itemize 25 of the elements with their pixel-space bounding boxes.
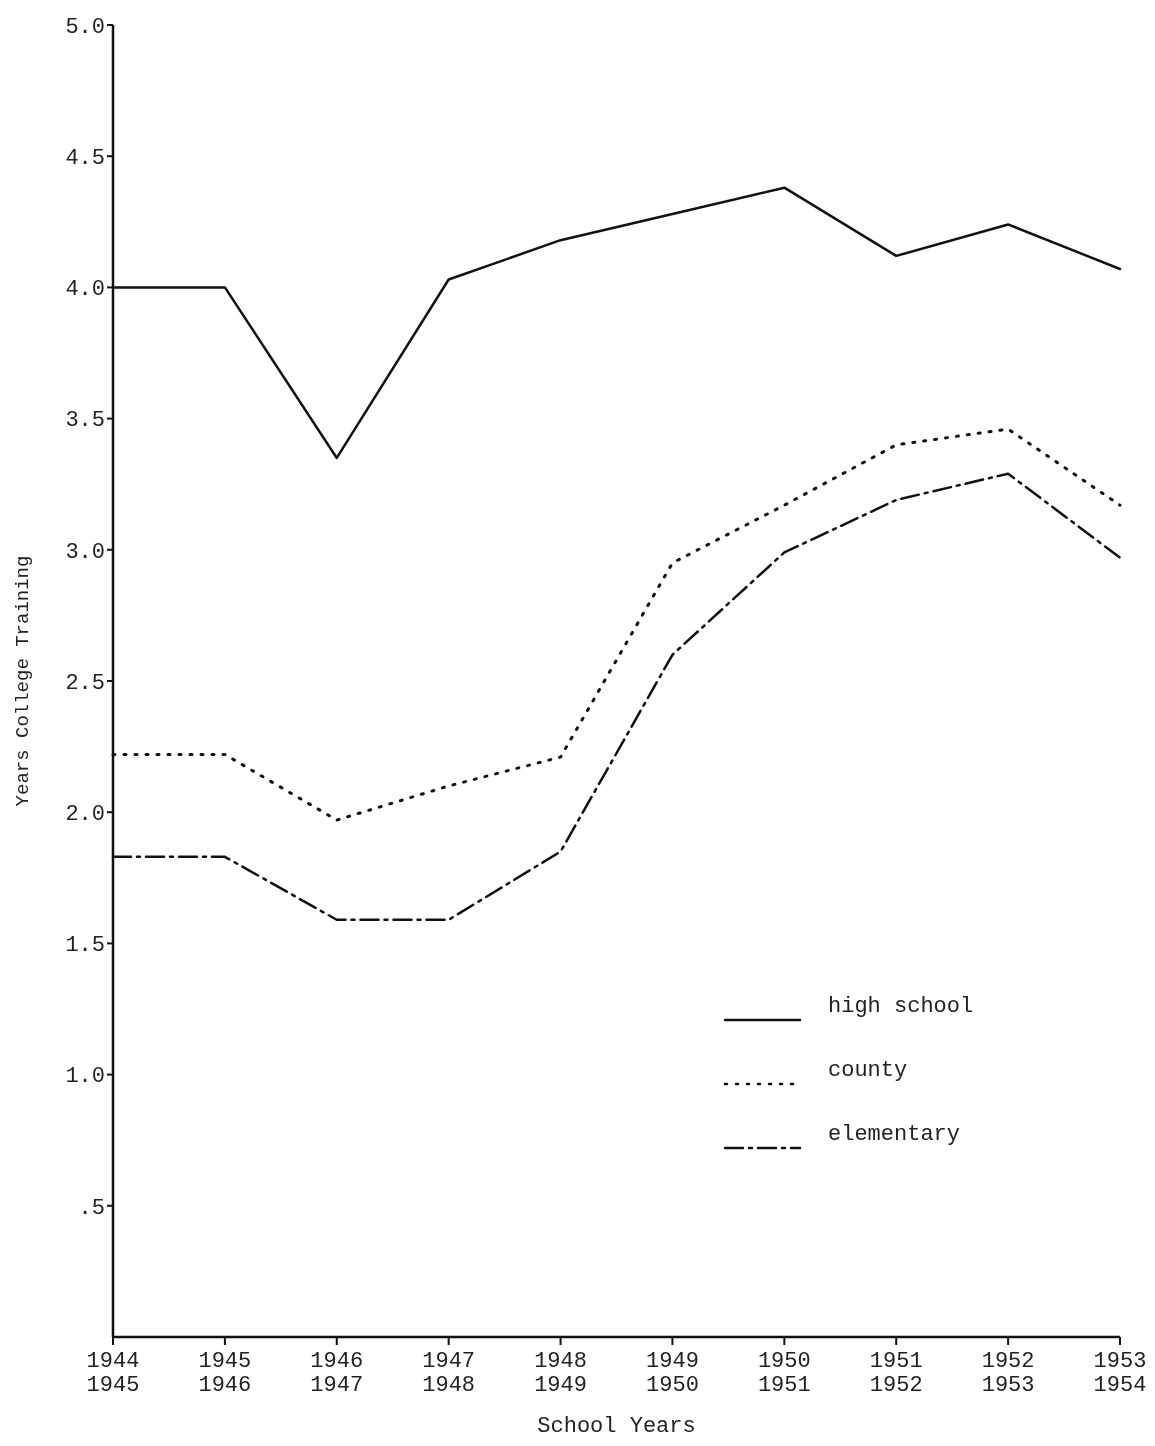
y-tick-label: 2.5 (65, 670, 105, 696)
y-tick-label: 1.5 (65, 933, 105, 959)
x-tick-label: 1953 1954 (1093, 1349, 1147, 1398)
legend-label: county (828, 1058, 908, 1083)
y-tick-label: 4.5 (65, 145, 105, 171)
x-tick-label: 1950 1951 (757, 1349, 811, 1398)
x-tick-label: 1946 1947 (310, 1349, 364, 1398)
x-tick-label: 1945 1946 (198, 1349, 252, 1398)
x-tick-label: 1947 1948 (422, 1349, 476, 1398)
x-tick-label: 1952 1953 (981, 1349, 1035, 1398)
y-axis-title: Years College Training (12, 555, 34, 807)
x-tick-label: 1948 1949 (534, 1349, 587, 1398)
legend-label: elementary (828, 1122, 961, 1147)
y-tick-label: .5 (78, 1195, 105, 1221)
x-tick-label: 1944 1945 (86, 1349, 140, 1398)
y-tick-label: 3.5 (65, 408, 105, 434)
y-tick-label: 5.0 (65, 14, 105, 40)
x-axis-title: School Years (537, 1414, 696, 1439)
y-tick-label: 4.0 (65, 277, 105, 303)
y-tick-label: 1.0 (65, 1064, 105, 1090)
y-tick-label: 3.0 (65, 539, 105, 565)
y-tick-label: 2.0 (65, 801, 105, 827)
legend-label: high school (828, 994, 974, 1019)
x-tick-label: 1949 1950 (646, 1349, 699, 1398)
x-tick-label: 1951 1952 (869, 1349, 923, 1398)
